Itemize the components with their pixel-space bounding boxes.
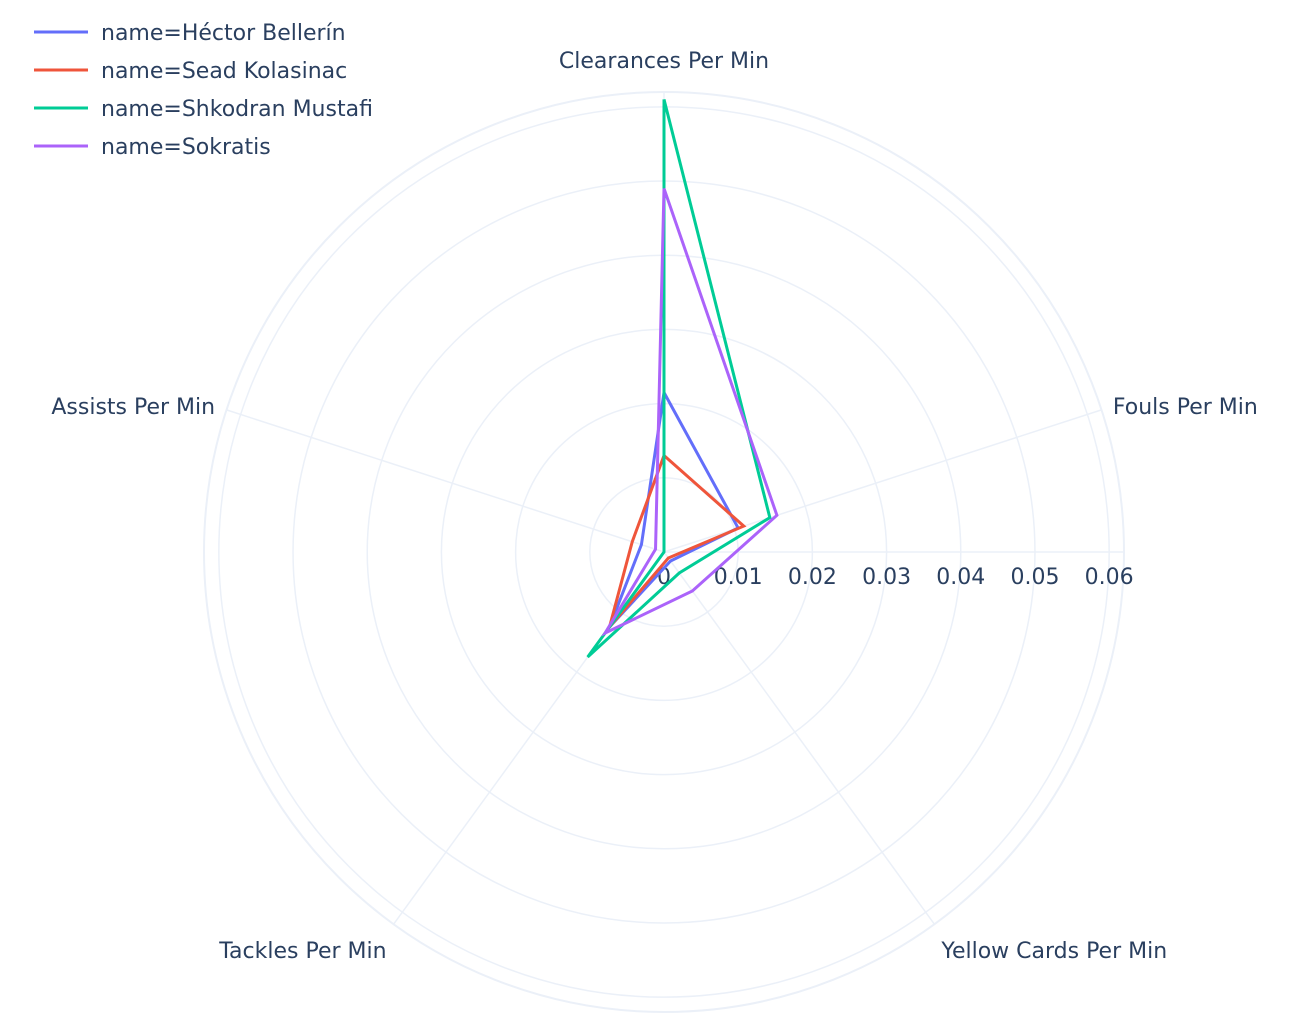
radial-tick-label: 0.04	[936, 565, 985, 590]
grid-spoke	[226, 409, 665, 553]
legend-item[interactable]: name=Sokratis	[34, 135, 271, 160]
series-trace-1	[608, 454, 747, 629]
radial-tick-label: 0.01	[714, 565, 763, 590]
angular-axis-labels: Clearances Per Min Fouls Per Min Yellow Ca…	[51, 49, 1257, 964]
radial-tick-label: 0.03	[862, 565, 911, 590]
legend-item[interactable]: name=Héctor Bellerín	[34, 21, 346, 46]
radial-tick-label: 0.05	[1010, 565, 1059, 590]
radial-tick-label: 0.02	[788, 565, 837, 590]
legend-item[interactable]: name=Shkodran Mustafi	[34, 97, 373, 122]
grid-spoke	[663, 551, 935, 925]
legend-label: name=Sead Kolasinac	[101, 59, 347, 84]
axis-label: Assists Per Min	[51, 395, 215, 420]
axis-label: Clearances Per Min	[559, 49, 769, 74]
legend-label: name=Sokratis	[101, 135, 271, 160]
legend-label: name=Héctor Bellerín	[101, 21, 346, 46]
radial-tick-label: 0.06	[1085, 565, 1134, 590]
axis-label: Tackles Per Min	[218, 939, 386, 964]
axis-label: Yellow Cards Per Min	[940, 939, 1167, 964]
radial-tick-labels: 0 0.01 0.02 0.03 0.04 0.05 0.06	[657, 565, 1134, 590]
legend[interactable]: name=Héctor Bellerín name=Sead Kolasinac n…	[34, 21, 373, 160]
series-trace-0	[608, 391, 741, 629]
legend-label: name=Shkodran Mustafi	[101, 97, 373, 122]
legend-item[interactable]: name=Sead Kolasinac	[34, 59, 347, 84]
axis-label: Fouls Per Min	[1113, 395, 1258, 420]
series-trace-3	[601, 187, 779, 637]
series-traces	[586, 99, 779, 659]
